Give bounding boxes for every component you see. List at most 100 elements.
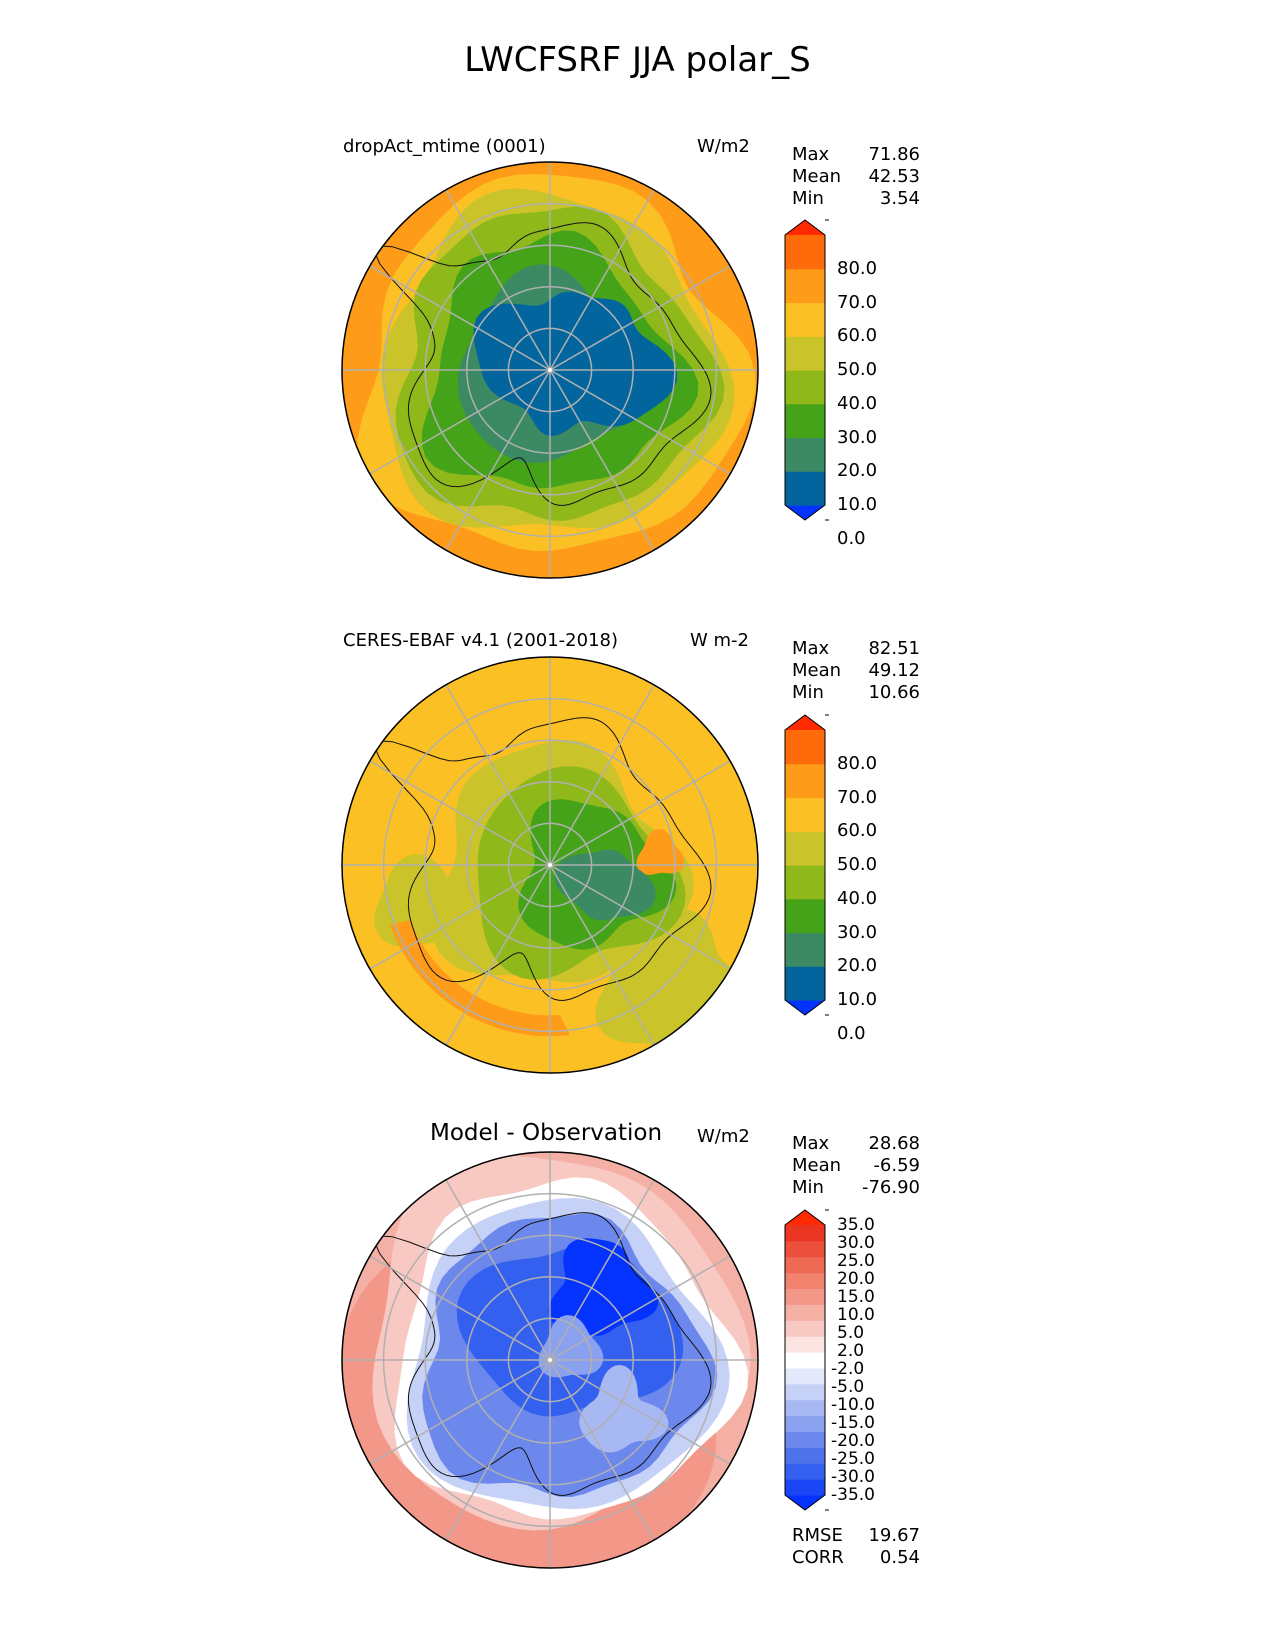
stat-corr: CORR 0.54 bbox=[792, 1547, 920, 1569]
colorbar-tick-label: 20.0 bbox=[837, 955, 878, 977]
colorbar: 80.0 70.0 60.0 50.0 40.0 30.0 20.0 10.0 0.0 bbox=[784, 219, 925, 547]
colorbar-tick-label: 10.0 bbox=[837, 1305, 875, 1325]
colorbar: 35.0 30.0 25.0 20.0 15.0 10.0 5.0 2.0 -2.0 -5.0 -1… bbox=[784, 1209, 925, 1511]
colorbar-segment bbox=[785, 1304, 825, 1321]
colorbar-tick-label: 15.0 bbox=[837, 1287, 875, 1307]
colorbar-segment bbox=[785, 1288, 825, 1305]
colorbar-extend-min bbox=[785, 505, 825, 520]
colorbar-extend-min bbox=[785, 1000, 825, 1015]
map-boundary bbox=[341, 656, 759, 1074]
stat-max: Max 71.86 bbox=[792, 144, 920, 166]
colorbar-segment bbox=[785, 730, 825, 765]
colorbar-segment bbox=[785, 336, 825, 371]
colorbar-tick-label: -2.0 bbox=[831, 1359, 865, 1379]
stat-min: Min -76.90 bbox=[792, 1177, 920, 1199]
colorbar-tick-label: 10.0 bbox=[837, 989, 878, 1010]
stat-value: 42.53 bbox=[868, 166, 920, 187]
colorbar-segment bbox=[785, 1272, 825, 1289]
colorbar-extend-max bbox=[785, 220, 825, 235]
colorbar-segment bbox=[785, 865, 825, 900]
colorbar-segment bbox=[785, 1415, 825, 1432]
stat-value: -6.59 bbox=[873, 1155, 920, 1176]
panel-title: CERES-EBAF v4.1 (2001-2018) bbox=[343, 630, 619, 651]
colorbar-tick-label: 0.0 bbox=[837, 1022, 866, 1044]
colorbar: 80.0 70.0 60.0 50.0 40.0 30.0 20.0 10.0 0.0 bbox=[784, 714, 925, 1042]
colorbar-segment bbox=[785, 1447, 825, 1464]
colorbar-outline bbox=[784, 714, 826, 1016]
colorbar-tick-label: -5.0 bbox=[831, 1377, 865, 1397]
colorbar-segment bbox=[785, 898, 825, 934]
colorbar-segment bbox=[785, 797, 825, 832]
stat-label: Mean bbox=[792, 660, 842, 681]
colorbar-tick-label: -20.0 bbox=[831, 1431, 875, 1451]
stat-max: Max 82.51 bbox=[792, 638, 920, 660]
colorbar-tick-label: 50.0 bbox=[837, 359, 878, 380]
stat-label: Min bbox=[792, 188, 824, 209]
colorbar-segment bbox=[785, 1399, 825, 1417]
stat-value: -76.90 bbox=[861, 1177, 920, 1198]
contour-band bbox=[538, 1315, 604, 1378]
colorbar-tick-label: 10.0 bbox=[837, 494, 878, 515]
stat-mean: Mean 42.53 bbox=[792, 166, 920, 188]
colorbar-tick-label: 20.0 bbox=[837, 1269, 875, 1289]
colorbar-tick-label: 5.0 bbox=[837, 1323, 865, 1343]
colorbar-segment bbox=[785, 1431, 825, 1448]
stats-box: Max 28.68 Mean -6.59 Min -76.90 bbox=[792, 1133, 920, 1199]
colorbar-segment bbox=[785, 932, 825, 967]
colorbar-tick-label: 40.0 bbox=[837, 392, 878, 414]
contour-band bbox=[548, 1238, 659, 1336]
panel-units: W/m2 bbox=[697, 1126, 750, 1147]
colorbar-tick-label: 60.0 bbox=[837, 325, 878, 347]
colorbar-extend-min bbox=[785, 1495, 825, 1510]
stats-box: Max 71.86 Mean 42.53 Min 3.54 bbox=[792, 144, 920, 210]
pole-marker bbox=[548, 1358, 552, 1362]
panel-units: W/m2 bbox=[697, 136, 750, 157]
map-boundary bbox=[341, 1151, 759, 1569]
stat-max: Max 28.68 bbox=[792, 1133, 920, 1155]
stat-mean: Mean -6.59 bbox=[792, 1155, 920, 1177]
colorbar-tick-label: 35.0 bbox=[837, 1215, 875, 1235]
stat-min: Min 3.54 bbox=[792, 188, 920, 210]
pole-marker bbox=[548, 863, 552, 867]
contour-band bbox=[390, 920, 570, 1037]
stat-label: Max bbox=[792, 1133, 830, 1154]
colorbar-segment bbox=[785, 1479, 825, 1496]
colorbar-tick-label: -10.0 bbox=[831, 1395, 875, 1415]
polar-map bbox=[341, 656, 759, 1074]
colorbar-tick-label: 30.0 bbox=[837, 1233, 875, 1253]
colorbar-tick-label: 20.0 bbox=[837, 460, 878, 482]
colorbar-tick-label: 70.0 bbox=[837, 291, 878, 313]
contour-band bbox=[554, 849, 656, 921]
stat-value: 3.54 bbox=[879, 188, 920, 209]
stat-rmse: RMSE 19.67 bbox=[792, 1525, 920, 1547]
colorbar-tick-label: 60.0 bbox=[837, 820, 878, 842]
map-boundary bbox=[341, 161, 759, 579]
contour-band bbox=[579, 1365, 669, 1453]
colorbar-segment bbox=[785, 1256, 825, 1274]
colorbar-segment bbox=[785, 1352, 825, 1369]
colorbar-segment bbox=[785, 1463, 825, 1480]
colorbar-segment bbox=[785, 1320, 825, 1337]
colorbar-outline bbox=[784, 1209, 826, 1511]
colorbar-segment bbox=[785, 403, 825, 439]
colorbar-tick-label: -15.0 bbox=[831, 1413, 875, 1433]
colorbar-segment bbox=[785, 966, 825, 1001]
panel-title: Model - Observation bbox=[430, 1120, 663, 1146]
stat-value: 82.51 bbox=[868, 638, 920, 659]
colorbar-segment bbox=[785, 1336, 825, 1353]
colorbar-segment bbox=[785, 302, 825, 337]
colorbar-segment bbox=[785, 1225, 825, 1242]
stat-min: Min 10.66 bbox=[792, 682, 920, 704]
stat-label: Mean bbox=[792, 166, 842, 187]
colorbar-tick-label: -25.0 bbox=[831, 1449, 875, 1469]
stat-value: 0.54 bbox=[879, 1547, 920, 1568]
stat-label: Min bbox=[792, 1177, 824, 1198]
colorbar-tick-label: 30.0 bbox=[837, 426, 878, 448]
stat-label: CORR bbox=[792, 1547, 844, 1568]
colorbar-tick-label: 0.0 bbox=[837, 527, 866, 549]
colorbar-segment bbox=[785, 1240, 825, 1258]
colorbar-tick-label: -30.0 bbox=[831, 1467, 875, 1487]
stat-label: Max bbox=[792, 638, 830, 659]
stat-value: 10.66 bbox=[868, 682, 920, 703]
panel-title: dropAct_mtime (0001) bbox=[343, 136, 546, 157]
